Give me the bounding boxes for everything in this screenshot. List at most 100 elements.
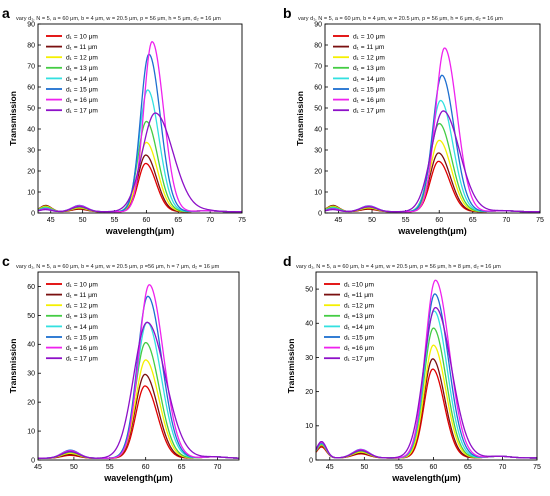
legend-entry: d₁ =15 μm xyxy=(344,334,375,341)
y-tick-label: 10 xyxy=(27,428,35,435)
y-tick-label: 90 xyxy=(314,21,322,28)
legend-entry: d₁ = 13 μm xyxy=(66,313,98,320)
chart-panel-d: d vary d₁, N = 5, a = 60 μm, b = 4 μm, w … xyxy=(283,253,541,483)
series-line xyxy=(38,284,240,459)
legend-entry: d₁ = 12 μm xyxy=(353,55,385,62)
legend-entry: d₁ = 11 μm xyxy=(66,44,98,51)
y-tick-label: 30 xyxy=(305,355,313,362)
legend-entry: d₁ = 10 μm xyxy=(66,33,98,40)
y-axis-label: Transmission xyxy=(8,339,18,394)
x-tick-label: 60 xyxy=(435,217,443,224)
y-tick-label: 30 xyxy=(27,147,35,154)
x-tick-label: 60 xyxy=(142,464,150,471)
x-tick-label: 45 xyxy=(326,464,334,471)
panel-letter: b xyxy=(283,5,292,21)
plot-frame xyxy=(324,23,541,214)
x-tick-label: 65 xyxy=(174,217,182,224)
y-tick-label: 20 xyxy=(27,400,35,407)
legend-entry: d₁ = 14 μm xyxy=(66,76,98,83)
legend-entry: d₁ =16 μm xyxy=(344,345,375,352)
y-tick-label: 50 xyxy=(305,286,313,293)
x-tick-label: 50 xyxy=(70,464,78,471)
x-tick-label: 55 xyxy=(111,217,119,224)
x-tick-label: 60 xyxy=(142,217,150,224)
legend-entry: d₁ = 17 μm xyxy=(353,108,385,115)
series-line xyxy=(324,160,540,213)
x-axis-label: wavelength(μm) xyxy=(391,473,461,483)
legend-entry: d₁ = 15 μm xyxy=(66,334,98,341)
plot-frame xyxy=(37,23,243,214)
y-tick-label: 50 xyxy=(314,105,322,112)
x-tick-label: 75 xyxy=(536,217,544,224)
legend-entry: d₁ = 10 μm xyxy=(66,281,98,288)
legend-entry: d₁ = 11 μm xyxy=(66,292,98,299)
legend-entry: d₁ = 13 μm xyxy=(353,65,385,72)
x-tick-label: 50 xyxy=(368,217,376,224)
legend-entry: d₁ = 17 μm xyxy=(66,108,98,115)
y-tick-label: 20 xyxy=(305,389,313,396)
panel-letter: c xyxy=(2,253,10,269)
series-line xyxy=(38,321,240,459)
y-tick-label: 0 xyxy=(31,210,35,217)
legend-entry: d₁ = 16 μm xyxy=(66,97,98,104)
series-line xyxy=(324,110,540,213)
chart-panel-b: b vary d₁, N = 5, a = 60 μm, b = 4 μm, w … xyxy=(283,5,544,236)
series-line xyxy=(38,385,240,459)
y-tick-label: 60 xyxy=(27,84,35,91)
legend-entry: d₁ = 13 μm xyxy=(66,65,98,72)
series-line xyxy=(37,112,242,213)
y-axis-label: Transmission xyxy=(295,91,305,146)
y-tick-label: 70 xyxy=(27,63,35,70)
y-tick-label: 0 xyxy=(318,210,322,217)
chart-title: vary d₁, N = 5, a = 60 μm, b = 4 μm, w =… xyxy=(16,16,221,22)
y-tick-label: 40 xyxy=(305,321,313,328)
y-tick-label: 90 xyxy=(27,21,35,28)
x-tick-label: 65 xyxy=(464,464,472,471)
y-tick-label: 0 xyxy=(31,457,35,464)
legend-entry: d₁ =17 μm xyxy=(344,356,375,363)
plot-frame xyxy=(37,271,240,461)
legend-entry: d₁ = 12 μm xyxy=(66,303,98,310)
x-tick-label: 70 xyxy=(503,217,511,224)
series-line xyxy=(315,306,537,459)
y-tick-label: 40 xyxy=(27,342,35,349)
legend-entry: d₁ =13 μm xyxy=(344,313,375,320)
series-line xyxy=(38,359,240,459)
legend-entry: d₁ = 12 μm xyxy=(66,55,98,62)
y-tick-label: 20 xyxy=(27,168,35,175)
chart-panel-c: c vary d₁, N = 5, a = 60 μm, b = 4 μm, w … xyxy=(2,253,240,483)
x-tick-label: 60 xyxy=(430,464,438,471)
chart-title: vary d₁, N = 5, a = 60 μm, b = 4 μm, w =… xyxy=(16,264,220,270)
x-tick-label: 70 xyxy=(206,217,214,224)
x-tick-label: 45 xyxy=(47,217,55,224)
y-axis-label: Transmission xyxy=(8,91,18,146)
chart-title: vary d₁, N = 5, a = 60 μm, b = 4 μm, w =… xyxy=(298,16,503,22)
panel-letter: a xyxy=(2,5,10,21)
legend-entry: d₁ = 16 μm xyxy=(353,97,385,104)
x-axis-label: wavelength(μm) xyxy=(103,473,173,483)
x-tick-label: 65 xyxy=(469,217,477,224)
legend-entry: d₁ = 15 μm xyxy=(353,86,385,93)
y-tick-label: 0 xyxy=(309,457,313,464)
legend-entry: d₁ = 14 μm xyxy=(66,324,98,331)
y-tick-label: 10 xyxy=(305,423,313,430)
x-tick-label: 75 xyxy=(238,217,246,224)
series-line xyxy=(324,139,540,213)
y-tick-label: 30 xyxy=(314,147,322,154)
y-tick-label: 30 xyxy=(27,371,35,378)
x-tick-label: 50 xyxy=(79,217,87,224)
y-tick-label: 40 xyxy=(27,126,35,133)
x-axis-label: wavelength(μm) xyxy=(105,226,175,236)
legend-entry: d₁ = 14 μm xyxy=(353,76,385,83)
legend-entry: d₁ =11 μm xyxy=(344,292,374,299)
legend-entry: d₁ = 15 μm xyxy=(66,86,98,93)
legend-entry: d₁ =14 μm xyxy=(344,324,375,331)
legend-entry: d₁ = 11 μm xyxy=(353,44,385,51)
legend-entry: d₁ =12 μm xyxy=(344,303,375,310)
series-line xyxy=(324,152,540,213)
x-tick-label: 55 xyxy=(106,464,114,471)
x-tick-label: 45 xyxy=(335,217,343,224)
legend-entry: d₁ = 10 μm xyxy=(353,33,385,40)
